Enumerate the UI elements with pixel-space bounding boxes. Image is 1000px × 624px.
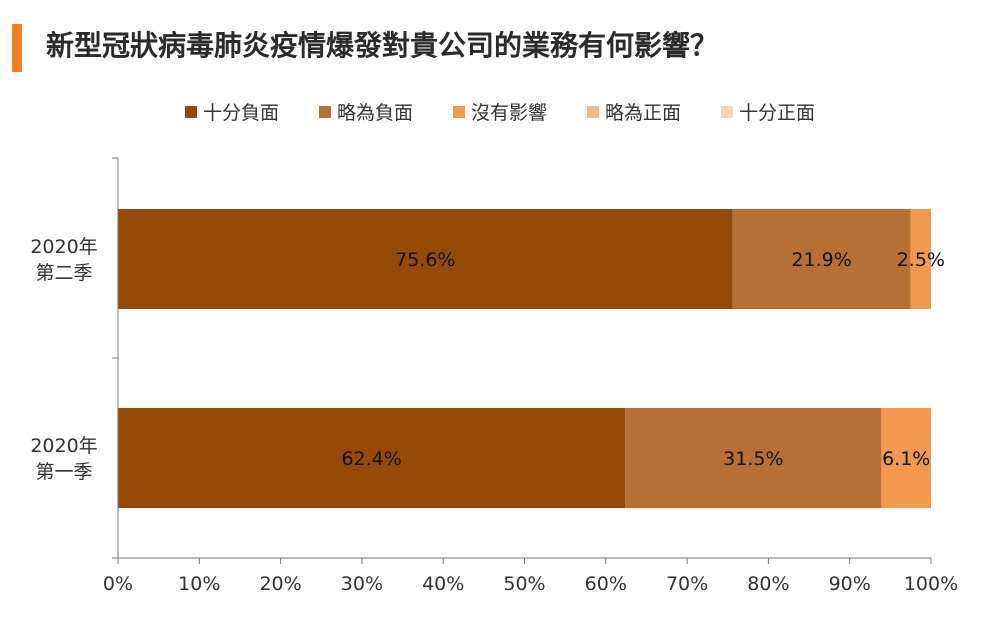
x-tick-label: 40%: [422, 573, 464, 595]
bar-segment: [118, 408, 626, 508]
bar-value-label: 6.1%: [882, 448, 930, 470]
bar-value-label: 21.9%: [791, 249, 851, 271]
x-tick-label: 0%: [103, 573, 133, 595]
bar-segment: [910, 209, 931, 309]
x-tick-label: 60%: [585, 573, 627, 595]
legend-swatch: [184, 105, 197, 118]
legend-label: 略為正面: [605, 102, 682, 124]
bar-value-label: 75.6%: [395, 249, 455, 271]
legend-item: 十分正面: [721, 98, 815, 125]
title-accent-bar: [12, 24, 22, 72]
legend-swatch: [721, 105, 734, 118]
bar-segment: [625, 408, 882, 508]
bar-value-label: 31.5%: [723, 448, 783, 470]
x-tick-label: 30%: [341, 573, 383, 595]
legend-swatch: [587, 105, 599, 118]
x-tick-label: 50%: [503, 573, 545, 595]
legend: 十分負面 略為負面 沒有影響 略為正面 十分正面: [0, 98, 1000, 125]
bar-segment: [881, 408, 931, 508]
legend-label: 略為負面: [336, 102, 413, 124]
bar-value-label: 62.4%: [341, 448, 401, 470]
legend-label: 十分負面: [202, 102, 279, 124]
bar-segment: [118, 209, 733, 309]
category-label: 2020年: [30, 236, 97, 258]
category-label: 2020年: [30, 435, 97, 457]
legend-item: 十分負面: [184, 98, 279, 125]
category-label: 第一季: [35, 461, 92, 483]
x-tick-label: 10%: [178, 573, 220, 595]
legend-item: 略為正面: [587, 98, 681, 125]
bar-segment: [732, 209, 911, 309]
legend-item: 沒有影響: [452, 98, 547, 125]
legend-label: 沒有影響: [470, 102, 547, 124]
legend-item: 略為負面: [318, 98, 413, 125]
legend-swatch: [318, 105, 331, 118]
bar-value-label: 2.5%: [897, 249, 945, 271]
category-label: 第二季: [35, 262, 92, 284]
chart-title: 新型冠狀病毒肺炎疫情爆發對貴公司的業務有何影響？: [46, 29, 719, 62]
x-tick-label: 90%: [829, 573, 871, 595]
x-tick-label: 70%: [666, 573, 708, 595]
legend-label: 十分正面: [739, 102, 816, 124]
x-tick-label: 80%: [747, 573, 789, 595]
x-tick-label: 100%: [904, 573, 958, 595]
x-tick-label: 20%: [259, 573, 301, 595]
legend-swatch: [452, 105, 465, 118]
